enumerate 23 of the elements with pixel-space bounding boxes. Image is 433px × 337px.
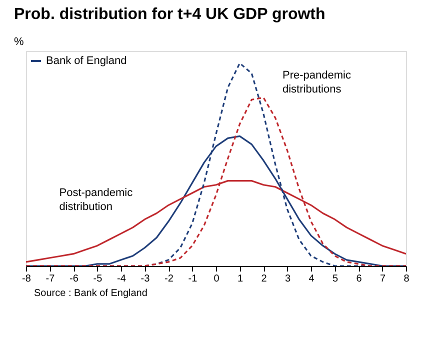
legend-label: Bank of England	[46, 55, 127, 67]
x-tick-label: -4	[117, 274, 126, 284]
x-tick-label: 8	[404, 274, 410, 284]
x-tick-label: 5	[332, 274, 338, 284]
x-tick-label: -5	[93, 274, 103, 284]
x-tick-label: -8	[22, 274, 32, 284]
x-tick-label: -6	[70, 274, 79, 284]
x-tick-label: 6	[356, 274, 362, 284]
y-axis-title: %	[14, 36, 24, 48]
chart-title: Prob. distribution for t+4 UK GDP growth	[14, 6, 326, 23]
x-tick-label: -3	[140, 274, 150, 284]
x-tick-label: 2	[261, 274, 268, 284]
x-tick-label: 0	[214, 274, 220, 284]
x-tick-label: -1	[188, 274, 198, 284]
x-tick-label: 4	[308, 274, 315, 284]
annotation: Pre-pandemic distributions	[282, 69, 352, 96]
x-tick-label: -2	[164, 274, 174, 284]
x-tick-label: -7	[46, 274, 56, 284]
source-note: Source : Bank of England	[34, 288, 148, 299]
x-tick-label: 3	[284, 274, 291, 284]
annotation: Post-pandemic distribution	[59, 186, 134, 213]
x-tick-label: 1	[237, 274, 244, 284]
x-tick-label: 7	[380, 274, 386, 284]
